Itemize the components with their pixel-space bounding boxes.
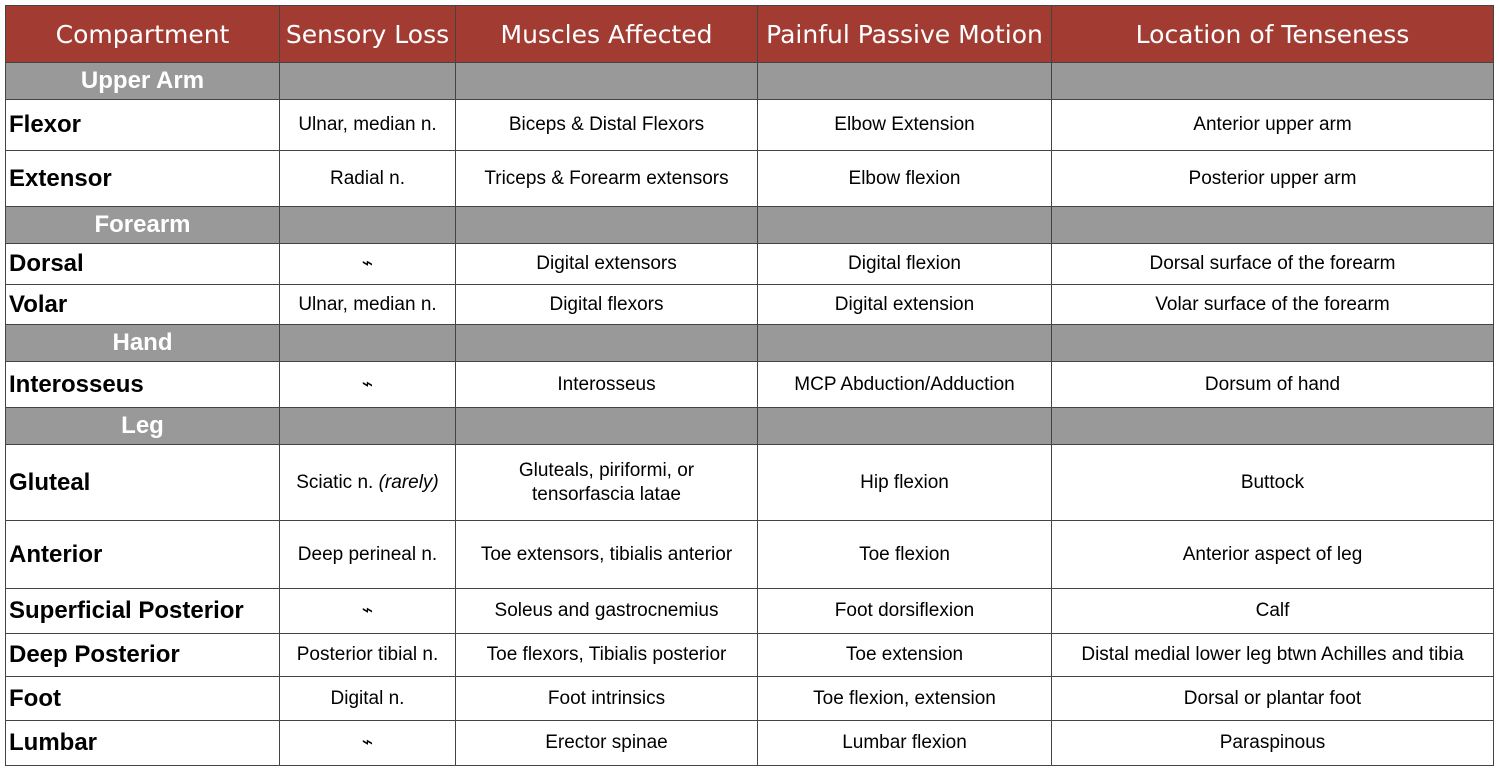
muscles-cell: Digital flexors: [455, 284, 758, 325]
section-label: Leg: [5, 407, 280, 445]
table-row: Deep Posterior Posterior tibial n. Toe f…: [5, 633, 1494, 677]
location-cell: Dorsal or plantar foot: [1051, 676, 1494, 721]
location-cell: Anterior upper arm: [1051, 99, 1494, 151]
muscles-cell: Gluteals, piriformi, or tensorfascia lata…: [455, 444, 758, 521]
header-sensory-loss: Sensory Loss: [279, 5, 456, 63]
compartment-name: Volar: [5, 284, 280, 325]
compartment-name: Foot: [5, 676, 280, 721]
sensory-loss-note: (rarely): [378, 471, 439, 493]
sensory-loss-cell: Digital n.: [279, 676, 456, 721]
table-row: Superficial Posterior ⌁ Soleus and gastr…: [5, 588, 1494, 634]
muscles-cell: Toe extensors, tibialis anterior: [455, 520, 758, 589]
sensory-loss-cell: Deep perineal n.: [279, 520, 456, 589]
motion-cell: Hip flexion: [757, 444, 1052, 521]
sensory-loss-cell: Radial n.: [279, 150, 456, 207]
motion-cell: Toe flexion, extension: [757, 676, 1052, 721]
table-row: Dorsal ⌁ Digital extensors Digital flexi…: [5, 243, 1494, 285]
section-row-leg: Leg: [5, 407, 1494, 445]
motion-cell: Elbow flexion: [757, 150, 1052, 207]
sensory-loss-cell: ⌁: [279, 361, 456, 408]
muscles-cell: Biceps & Distal Flexors: [455, 99, 758, 151]
sensory-loss-cell: Ulnar, median n.: [279, 99, 456, 151]
table-row: Lumbar ⌁ Erector spinae Lumbar flexion P…: [5, 720, 1494, 766]
compartment-name: Anterior: [5, 520, 280, 589]
motion-cell: Lumbar flexion: [757, 720, 1052, 766]
compartment-name: Interosseus: [5, 361, 280, 408]
header-location-of-tenseness: Location of Tenseness: [1051, 5, 1494, 63]
location-cell: Posterior upper arm: [1051, 150, 1494, 207]
header-muscles-affected: Muscles Affected: [455, 5, 758, 63]
compartment-name: Dorsal: [5, 243, 280, 285]
muscles-cell: Triceps & Forearm extensors: [455, 150, 758, 207]
section-row-forearm: Forearm: [5, 206, 1494, 244]
section-label: Forearm: [5, 206, 280, 244]
header-painful-passive-motion: Painful Passive Motion: [757, 5, 1052, 63]
section-label: Hand: [5, 324, 280, 362]
motion-cell: Digital extension: [757, 284, 1052, 325]
sensory-loss-cell: ⌁: [279, 588, 456, 634]
location-cell: Buttock: [1051, 444, 1494, 521]
compartment-name: Flexor: [5, 99, 280, 151]
sensory-loss-cell: ⌁: [279, 243, 456, 285]
table-row: Extensor Radial n. Triceps & Forearm ext…: [5, 150, 1494, 207]
motion-cell: Toe flexion: [757, 520, 1052, 589]
motion-cell: Elbow Extension: [757, 99, 1052, 151]
section-row-hand: Hand: [5, 324, 1494, 362]
compartment-name: Lumbar: [5, 720, 280, 766]
sensory-loss-cell: Sciatic n. (rarely): [279, 444, 456, 521]
sensory-loss-text: Sciatic n.: [296, 471, 374, 493]
muscles-line-2: tensorfascia latae: [532, 483, 681, 505]
sensory-loss-cell: ⌁: [279, 720, 456, 766]
sensory-loss-cell: Ulnar, median n.: [279, 284, 456, 325]
location-cell: Distal medial lower leg btwn Achilles an…: [1051, 633, 1494, 677]
compartment-name: Gluteal: [5, 444, 280, 521]
muscles-cell: Digital extensors: [455, 243, 758, 285]
header-row: Compartment Sensory Loss Muscles Affecte…: [5, 5, 1494, 63]
muscles-cell: Soleus and gastrocnemius: [455, 588, 758, 634]
location-cell: Anterior aspect of leg: [1051, 520, 1494, 589]
compartment-name: Extensor: [5, 150, 280, 207]
motion-cell: Foot dorsiflexion: [757, 588, 1052, 634]
muscles-cell: Interosseus: [455, 361, 758, 408]
motion-cell: MCP Abduction/Adduction: [757, 361, 1052, 408]
table-row: Volar Ulnar, median n. Digital flexors D…: [5, 284, 1494, 325]
table-row: Interosseus ⌁ Interosseus MCP Abduction/…: [5, 361, 1494, 408]
section-label: Upper Arm: [5, 62, 280, 100]
table-row: Flexor Ulnar, median n. Biceps & Distal …: [5, 99, 1494, 151]
compartment-syndrome-table: Compartment Sensory Loss Muscles Affecte…: [5, 5, 1494, 766]
muscles-cell: Toe flexors, Tibialis posterior: [455, 633, 758, 677]
muscles-line-1: Gluteals, piriformi, or: [518, 459, 695, 481]
table-row: Foot Digital n. Foot intrinsics Toe flex…: [5, 676, 1494, 721]
muscles-cell: Erector spinae: [455, 720, 758, 766]
location-cell: Dorsal surface of the forearm: [1051, 243, 1494, 285]
compartment-name: Deep Posterior: [5, 633, 280, 677]
sensory-loss-cell: Posterior tibial n.: [279, 633, 456, 677]
table-row: Gluteal Sciatic n. (rarely) Gluteals, pi…: [5, 444, 1494, 521]
motion-cell: Toe extension: [757, 633, 1052, 677]
location-cell: Paraspinous: [1051, 720, 1494, 766]
compartment-name: Superficial Posterior: [5, 588, 280, 634]
location-cell: Volar surface of the forearm: [1051, 284, 1494, 325]
location-cell: Dorsum of hand: [1051, 361, 1494, 408]
section-row-upper-arm: Upper Arm: [5, 62, 1494, 100]
muscles-cell: Foot intrinsics: [455, 676, 758, 721]
table-row: Anterior Deep perineal n. Toe extensors,…: [5, 520, 1494, 589]
header-compartment: Compartment: [5, 5, 280, 63]
motion-cell: Digital flexion: [757, 243, 1052, 285]
location-cell: Calf: [1051, 588, 1494, 634]
